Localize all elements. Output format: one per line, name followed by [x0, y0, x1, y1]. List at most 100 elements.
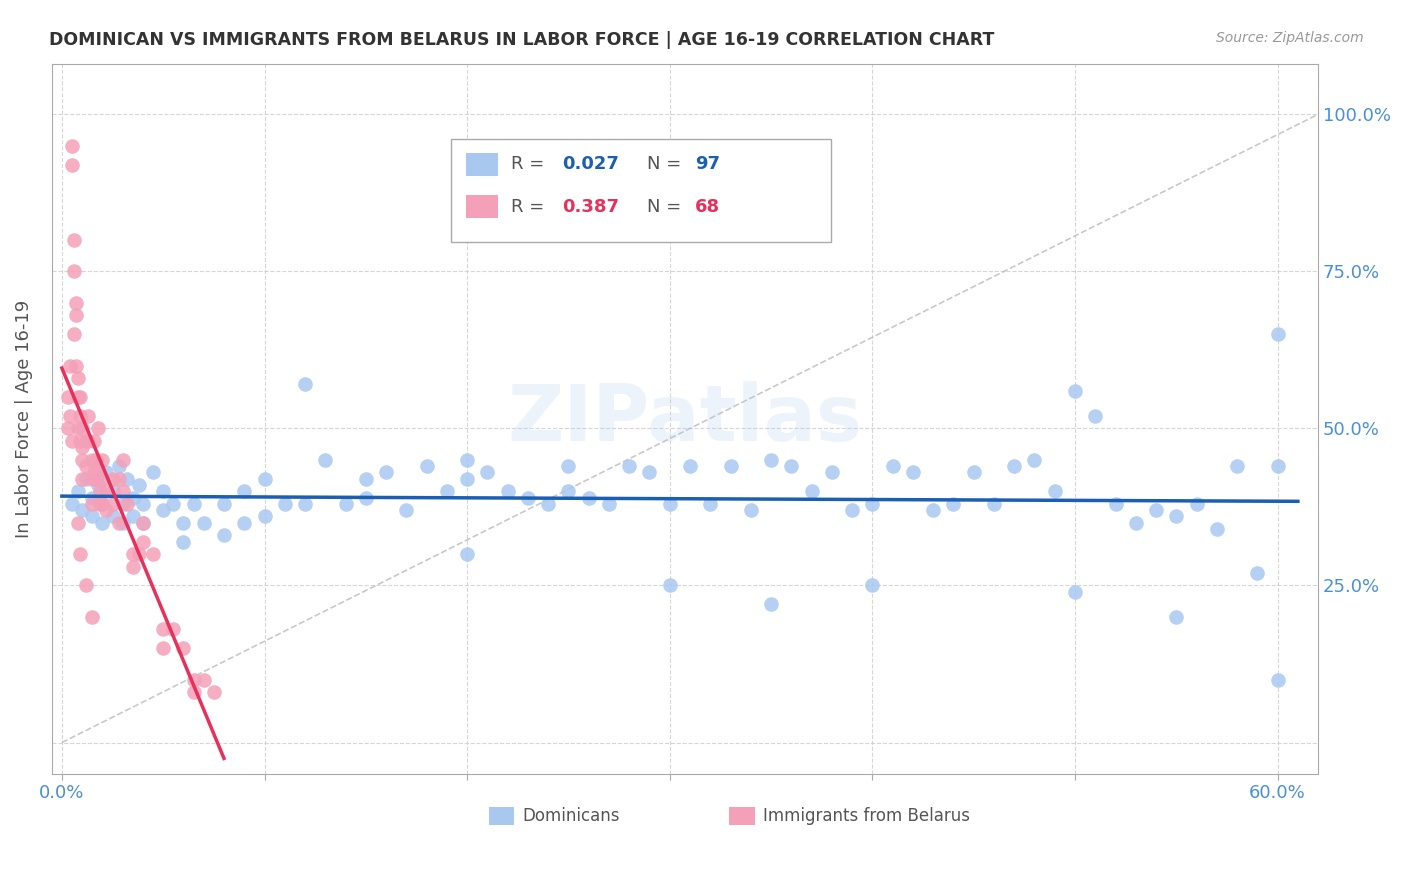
Point	[699, 497, 721, 511]
Point	[1064, 384, 1087, 398]
Text: 0.387: 0.387	[562, 198, 619, 216]
Point	[107, 516, 129, 530]
Point	[456, 472, 478, 486]
Point	[69, 547, 91, 561]
Point	[516, 491, 538, 505]
Point	[121, 491, 143, 505]
Point	[983, 497, 1005, 511]
Point	[1267, 673, 1289, 687]
Point	[60, 434, 83, 448]
Point	[922, 503, 945, 517]
Point	[60, 138, 83, 153]
Point	[67, 484, 90, 499]
Point	[1166, 509, 1188, 524]
Point	[128, 478, 150, 492]
Point	[111, 497, 134, 511]
Point	[759, 453, 782, 467]
Point	[619, 459, 641, 474]
Point	[115, 472, 138, 486]
Text: N =: N =	[647, 155, 688, 173]
Point	[89, 484, 111, 499]
Point	[253, 472, 276, 486]
Point	[69, 409, 91, 423]
Point	[658, 578, 681, 592]
Point	[101, 472, 124, 486]
Point	[70, 440, 93, 454]
Point	[86, 472, 108, 486]
Point	[860, 497, 883, 511]
Point	[152, 503, 174, 517]
Point	[77, 434, 100, 448]
Point	[70, 472, 93, 486]
Point	[172, 641, 194, 656]
Point	[456, 547, 478, 561]
Point	[1226, 459, 1249, 474]
Point	[537, 497, 560, 511]
Point	[1043, 484, 1066, 499]
Point	[128, 547, 150, 561]
Point	[759, 598, 782, 612]
Point	[436, 484, 458, 499]
Point	[162, 497, 184, 511]
Point	[86, 453, 108, 467]
Point	[60, 158, 83, 172]
Point	[1084, 409, 1107, 423]
Point	[202, 685, 225, 699]
Point	[82, 472, 104, 486]
Text: 68: 68	[695, 198, 720, 216]
Point	[70, 453, 93, 467]
Point	[75, 578, 97, 592]
Point	[96, 484, 118, 499]
Point	[121, 559, 143, 574]
Y-axis label: In Labor Force | Age 16-19: In Labor Force | Age 16-19	[15, 300, 32, 538]
Point	[91, 516, 114, 530]
Point	[942, 497, 965, 511]
Point	[96, 503, 118, 517]
Point	[101, 484, 124, 499]
Point	[101, 497, 124, 511]
Point	[63, 264, 86, 278]
Point	[132, 516, 155, 530]
Point	[1125, 516, 1147, 530]
Point	[274, 497, 297, 511]
Point	[75, 472, 97, 486]
Point	[69, 434, 91, 448]
Point	[83, 466, 105, 480]
Point	[115, 497, 138, 511]
Point	[598, 497, 620, 511]
Point	[183, 685, 205, 699]
Point	[77, 409, 100, 423]
Point	[152, 484, 174, 499]
Point	[91, 497, 114, 511]
Text: Dominicans: Dominicans	[523, 807, 620, 825]
Point	[253, 509, 276, 524]
Point	[314, 453, 336, 467]
Point	[82, 491, 104, 505]
Bar	[465, 153, 498, 176]
Point	[375, 466, 398, 480]
Point	[354, 472, 377, 486]
Point	[75, 434, 97, 448]
Point	[111, 516, 134, 530]
Point	[1002, 459, 1025, 474]
Point	[882, 459, 904, 474]
Point	[233, 516, 256, 530]
Point	[83, 434, 105, 448]
Point	[1267, 459, 1289, 474]
Point	[132, 497, 155, 511]
Point	[82, 509, 104, 524]
Text: Source: ZipAtlas.com: Source: ZipAtlas.com	[1216, 31, 1364, 45]
Point	[91, 453, 114, 467]
Point	[1267, 327, 1289, 342]
Point	[65, 359, 87, 373]
Point	[1144, 503, 1167, 517]
Point	[456, 453, 478, 467]
Point	[107, 472, 129, 486]
Point	[1024, 453, 1046, 467]
Point	[87, 478, 110, 492]
Point	[152, 623, 174, 637]
Point	[162, 623, 184, 637]
Bar	[489, 806, 515, 825]
Point	[142, 466, 165, 480]
Bar	[465, 195, 498, 219]
